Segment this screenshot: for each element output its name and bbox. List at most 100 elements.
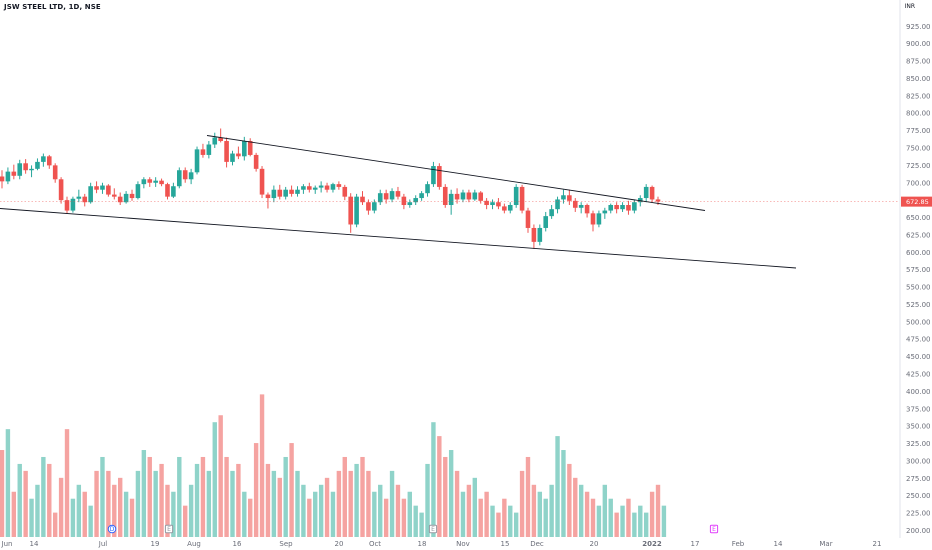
volume-bar: [35, 484, 40, 537]
time-tick-label: Aug: [187, 540, 201, 548]
volume-bar: [177, 456, 182, 537]
volume-bar: [578, 484, 584, 537]
price-tick-label: 750.00: [906, 144, 931, 152]
candle-body: [182, 170, 188, 180]
candle-body: [23, 163, 28, 171]
time-tick-label: Jul: [98, 540, 108, 548]
candle-body: [330, 184, 336, 190]
candle-body: [419, 193, 424, 199]
candle-body: [407, 202, 413, 206]
volume-bar: [372, 491, 377, 537]
volume-bar: [537, 491, 543, 537]
event-marker-label: E: [167, 526, 171, 533]
price-tick-label: 575.00: [906, 266, 931, 274]
candle-body: [29, 168, 34, 171]
volume-bar: [567, 463, 572, 537]
candle-body: [567, 195, 572, 201]
dividend-icon: [107, 524, 117, 534]
price-tick-label: 350.00: [906, 423, 931, 431]
candle-body: [307, 186, 312, 190]
time-tick-label: 15: [501, 540, 510, 548]
volume-bar: [389, 470, 395, 537]
volume-bar: [212, 422, 217, 537]
volume-bar: [265, 463, 271, 537]
candle-body: [531, 227, 537, 242]
volume-bar: [82, 491, 87, 537]
time-axis[interactable]: Jun 14 Jul 19 Aug 16 Sep 20 Oct 18 Nov 15 Dec 20 2022 1…: [1, 540, 882, 548]
volume-bar: [242, 491, 247, 537]
price-tick-label: 775.00: [906, 127, 931, 135]
event-marker[interactable]: D: [107, 524, 117, 534]
event-marker[interactable]: E: [709, 524, 719, 534]
candle-body: [230, 153, 235, 162]
candle-body: [94, 186, 99, 190]
candle-body: [543, 216, 549, 228]
time-tick-label: 16: [233, 540, 242, 548]
candle-body: [46, 156, 52, 166]
candle-body: [602, 210, 608, 214]
event-marker[interactable]: E: [428, 524, 438, 534]
volume-bar: [58, 477, 64, 537]
time-tick-label: 21: [873, 540, 882, 548]
candle-body: [324, 185, 330, 190]
volume-bar: [508, 505, 513, 537]
candle-body: [395, 191, 401, 197]
price-tick-label: 250.00: [906, 492, 931, 500]
volume-bar: [307, 498, 312, 537]
volume-bar: [41, 456, 46, 537]
volume-bar: [466, 484, 472, 537]
event-marker[interactable]: E: [164, 524, 174, 534]
candle-body: [165, 184, 170, 197]
time-tick-label: Dec: [530, 540, 544, 548]
price-tick-label: 400.00: [906, 388, 931, 396]
candle-body: [484, 200, 489, 206]
event-marker-label: E: [431, 526, 435, 533]
price-axis[interactable]: 200.00 225.00 250.00 275.00 300.00 325.00 350.…: [899, 0, 932, 538]
candle-body: [200, 149, 206, 155]
candle-body: [655, 199, 661, 202]
candle-body: [490, 202, 495, 206]
volume-bar: [171, 491, 176, 537]
candle-body: [401, 196, 407, 206]
volume-bar: [147, 456, 152, 537]
last-price-badge: [901, 196, 932, 207]
volume-bar: [395, 484, 401, 537]
volume-bar: [620, 505, 625, 537]
candle-body: [389, 191, 395, 200]
candle-body: [318, 185, 324, 188]
candle-body: [496, 202, 501, 207]
candle-body: [271, 189, 277, 199]
time-tick-label: 14: [30, 540, 39, 548]
volume-bar: [153, 470, 158, 537]
volume-bar: [413, 505, 418, 537]
candle-body: [507, 205, 513, 211]
candle-body: [253, 154, 259, 169]
volume-bar: [141, 450, 147, 537]
volume-bar: [378, 484, 383, 537]
price-tick-label: 325.00: [906, 440, 931, 448]
candle-body: [614, 205, 619, 210]
candle-body: [265, 194, 271, 199]
volume-bar: [301, 484, 306, 537]
volume-bar: [342, 456, 347, 537]
candle-body: [460, 192, 466, 200]
candle-body: [206, 144, 212, 155]
candle-body: [218, 137, 223, 142]
candle-body: [159, 180, 164, 185]
price-tick-label: 500.00: [906, 318, 931, 326]
candle-body: [177, 170, 182, 187]
volume-bar: [555, 436, 560, 537]
volume-bar: [401, 498, 407, 537]
time-tick-label: 20: [335, 540, 344, 548]
price-tick-label: 450.00: [906, 353, 931, 361]
volume-bar: [165, 484, 170, 537]
volume-bar: [354, 463, 359, 537]
candle-body: [549, 209, 554, 217]
volume-bar: [419, 512, 424, 537]
volume-bar: [183, 505, 188, 537]
candle-body: [620, 205, 625, 210]
volume-bar: [324, 477, 330, 537]
time-tick-label: 18: [418, 540, 427, 548]
candle-body: [312, 187, 318, 190]
